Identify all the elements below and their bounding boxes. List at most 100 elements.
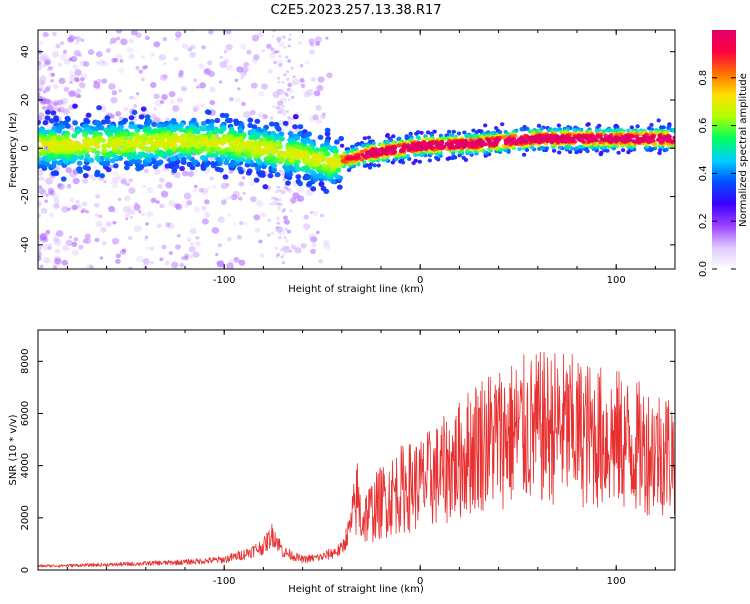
spectrogram-cell bbox=[105, 221, 112, 227]
spectrogram-cell bbox=[103, 180, 107, 184]
spectrogram-cell bbox=[547, 136, 552, 141]
spectrogram-cell bbox=[305, 60, 310, 65]
spectrogram-cell bbox=[297, 181, 304, 187]
spectrogram-cell bbox=[446, 129, 452, 134]
spectrogram-cell bbox=[281, 80, 285, 84]
spectrogram-cell bbox=[38, 156, 41, 162]
spectrogram-cell bbox=[38, 137, 42, 143]
spectrogram-cell bbox=[171, 261, 179, 269]
spectrogram-cell bbox=[278, 198, 282, 202]
spectrogram-cell bbox=[159, 100, 165, 104]
spectrogram-cell bbox=[205, 126, 212, 132]
spectrogram-cell bbox=[282, 120, 289, 126]
spectrogram-cell bbox=[434, 155, 439, 160]
spectrogram-cell bbox=[630, 134, 635, 139]
spectrogram-cell bbox=[39, 264, 44, 269]
spectrogram-cell bbox=[178, 127, 184, 133]
spectrogram-cell bbox=[159, 257, 164, 262]
spectrogram-cell bbox=[292, 114, 299, 120]
spectrogram-cell bbox=[234, 78, 239, 82]
spectrogram-cell bbox=[269, 116, 274, 120]
spectrogram-cell bbox=[611, 136, 616, 141]
spectrogram-cell bbox=[73, 36, 78, 40]
spectrogram-cell bbox=[261, 147, 268, 153]
spectrogram-cell bbox=[38, 185, 43, 189]
spectrogram-cell bbox=[276, 185, 280, 189]
spectrogram-cell bbox=[629, 125, 634, 130]
spectrogram-cell bbox=[250, 82, 258, 89]
spectrogram-cell bbox=[322, 239, 330, 246]
spectrogram-cell bbox=[259, 253, 265, 258]
spectrogram-cell bbox=[76, 203, 82, 209]
spectrogram-ytick-label: 20 bbox=[20, 94, 31, 107]
spectrogram-cell bbox=[91, 176, 97, 182]
spectrogram-cell bbox=[61, 142, 68, 148]
spectrogram-cell bbox=[109, 158, 116, 164]
colorbar-tick-label: 0.0 bbox=[698, 261, 709, 277]
spectrogram-cell bbox=[658, 147, 663, 152]
spectrogram-cell bbox=[297, 40, 303, 45]
spectrogram-cell bbox=[354, 142, 359, 147]
spectrogram-cell bbox=[228, 140, 234, 146]
spectrogram-cell bbox=[558, 136, 563, 141]
spectrogram-cell bbox=[282, 112, 287, 116]
spectrogram-cell bbox=[186, 237, 192, 242]
spectrogram-cell bbox=[598, 152, 604, 157]
spectrogram-cell bbox=[148, 152, 155, 158]
spectrogram-cell bbox=[230, 194, 238, 201]
spectrogram-cell bbox=[277, 150, 284, 156]
spectrogram-cell bbox=[262, 184, 269, 190]
spectrogram-cell bbox=[216, 260, 225, 268]
spectrogram-cell bbox=[133, 139, 139, 145]
spectrogram-cell bbox=[204, 141, 211, 147]
spectrogram-cell bbox=[50, 79, 54, 83]
spectrogram-cell bbox=[317, 172, 324, 178]
spectrogram-cell bbox=[129, 95, 134, 100]
spectrogram-cell bbox=[135, 255, 144, 263]
spectrogram-cell bbox=[287, 229, 291, 234]
spectrogram-cell bbox=[253, 148, 260, 154]
spectrogram-cell bbox=[209, 176, 214, 181]
spectrogram-cell bbox=[62, 245, 69, 251]
spectrogram-cell bbox=[128, 178, 134, 183]
spectrogram-cell bbox=[142, 65, 147, 70]
spectrogram-cell bbox=[71, 204, 78, 211]
spectrogram-cell bbox=[53, 170, 60, 176]
spectrogram-cell bbox=[267, 218, 271, 222]
spectrogram-cell bbox=[225, 43, 233, 51]
spectrogram-cell bbox=[124, 217, 129, 221]
spectrogram-cell bbox=[38, 244, 42, 251]
spectrogram-cell bbox=[142, 152, 149, 159]
spectrogram-cell bbox=[59, 53, 67, 60]
spectrogram-cell bbox=[177, 234, 181, 238]
spectrogram-cell bbox=[619, 137, 624, 142]
spectrogram-cell bbox=[325, 36, 329, 40]
spectrogram-cell bbox=[87, 157, 94, 163]
spectrogram-cell bbox=[471, 128, 476, 133]
spectrogram-cell bbox=[330, 178, 337, 185]
spectrogram-cell bbox=[150, 197, 157, 203]
spectrogram-cell bbox=[309, 210, 314, 214]
spectrogram-cell bbox=[96, 105, 102, 111]
spectrogram-cell bbox=[85, 112, 92, 118]
spectrogram-cell bbox=[297, 124, 304, 130]
spectrogram-cell bbox=[129, 131, 136, 137]
spectrogram-cell bbox=[273, 60, 277, 64]
spectrogram-cell bbox=[138, 142, 145, 148]
spectrogram-cell bbox=[189, 136, 195, 142]
spectrogram-cell bbox=[123, 165, 130, 171]
spectrogram-cell bbox=[67, 36, 74, 43]
spectrogram-cell bbox=[635, 137, 641, 141]
spectrogram-cell bbox=[67, 183, 71, 187]
spectrogram-cell bbox=[539, 145, 544, 150]
spectrogram-cell bbox=[173, 56, 179, 62]
spectrogram-cell bbox=[201, 218, 209, 225]
spectrogram-cell bbox=[251, 34, 260, 42]
spectrogram-cell bbox=[118, 116, 124, 121]
spectrogram-cell bbox=[325, 157, 331, 163]
spectrogram-cell bbox=[94, 169, 101, 175]
spectrogram-cell bbox=[237, 87, 241, 91]
spectrogram-cell bbox=[350, 155, 355, 160]
spectrogram-cell bbox=[275, 226, 283, 233]
